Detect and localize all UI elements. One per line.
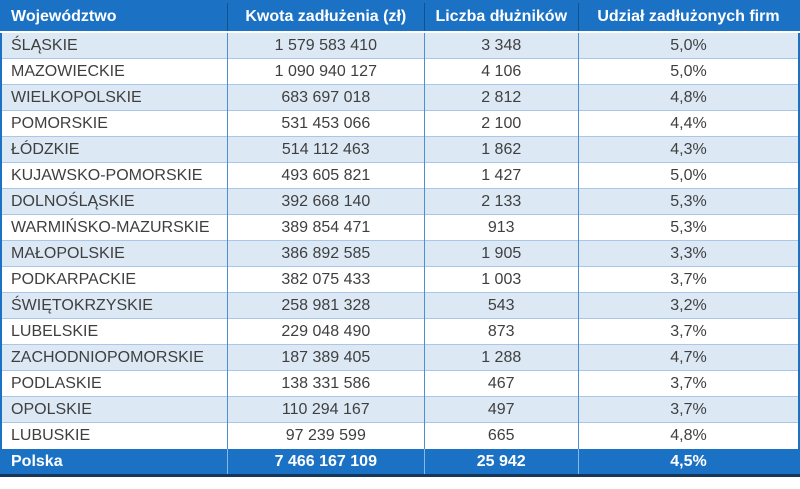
value-cell: 386 892 585 [227, 240, 425, 267]
value-cell: 2 812 [423, 84, 579, 111]
table-row: WIELKOPOLSKIE 683 697 018 2 812 4,8% [1, 84, 799, 111]
table-row: ŚLĄSKIE 1 579 583 410 3 348 5,0% [1, 32, 799, 59]
value-cell: 3,7% [577, 266, 799, 293]
region-name-cell: ŁÓDZKIE [1, 136, 228, 163]
value-cell: 873 [423, 318, 579, 345]
value-cell: 4 106 [423, 58, 579, 85]
value-cell: 3,7% [577, 318, 799, 345]
value-cell: 187 389 405 [227, 344, 425, 371]
table-row: PODLASKIE 138 331 586 467 3,7% [1, 370, 799, 397]
value-cell: 467 [423, 370, 579, 397]
value-cell: 3,7% [577, 396, 799, 423]
value-cell: 493 605 821 [227, 162, 425, 189]
column-header-2: Kwota zadłużenia (zł) [227, 1, 425, 33]
table-row: PODKARPACKIE 382 075 433 1 003 3,7% [1, 266, 799, 293]
region-name-cell: ŚWIĘTOKRZYSKIE [1, 292, 228, 319]
value-cell: 1 905 [423, 240, 579, 267]
value-cell: 531 453 066 [227, 110, 425, 137]
value-cell: 1 579 583 410 [227, 32, 425, 59]
value-cell: 514 112 463 [227, 136, 425, 163]
total-value-cell: 25 942 [423, 448, 579, 476]
value-cell: 110 294 167 [227, 396, 425, 423]
table-row: MAŁOPOLSKIE 386 892 585 1 905 3,3% [1, 240, 799, 267]
value-cell: 3,3% [577, 240, 799, 267]
value-cell: 389 854 471 [227, 214, 425, 241]
value-cell: 1 090 940 127 [227, 58, 425, 85]
region-name-cell: OPOLSKIE [1, 396, 228, 423]
region-name-cell: POMORSKIE [1, 110, 228, 137]
value-cell: 665 [423, 422, 579, 449]
table-row: WARMIŃSKO-MAZURSKIE 389 854 471 913 5,3% [1, 214, 799, 241]
table-header: Województwo Kwota zadłużenia (zł) Liczba d… [1, 1, 799, 33]
region-name-cell: WIELKOPOLSKIE [1, 84, 228, 111]
value-cell: 1 862 [423, 136, 579, 163]
value-cell: 392 668 140 [227, 188, 425, 215]
region-name-cell: PODLASKIE [1, 370, 228, 397]
value-cell: 3,7% [577, 370, 799, 397]
table-footer: Polska 7 466 167 109 25 942 4,5% [1, 448, 799, 476]
value-cell: 497 [423, 396, 579, 423]
total-row: Polska 7 466 167 109 25 942 4,5% [1, 448, 799, 476]
region-name-cell: DOLNOŚLĄSKIE [1, 188, 228, 215]
region-name-cell: PODKARPACKIE [1, 266, 228, 293]
region-name-cell: ŚLĄSKIE [1, 32, 228, 59]
value-cell: 4,8% [577, 84, 799, 111]
total-label-cell: Polska [1, 448, 228, 476]
value-cell: 4,7% [577, 344, 799, 371]
value-cell: 2 100 [423, 110, 579, 137]
region-name-cell: LUBUSKIE [1, 422, 228, 449]
value-cell: 913 [423, 214, 579, 241]
value-cell: 229 048 490 [227, 318, 425, 345]
region-name-cell: WARMIŃSKO-MAZURSKIE [1, 214, 228, 241]
total-value-cell: 4,5% [577, 448, 799, 476]
region-name-cell: ZACHODNIOPOMORSKIE [1, 344, 228, 371]
region-name-cell: KUJAWSKO-POMORSKIE [1, 162, 228, 189]
table-row: DOLNOŚLĄSKIE 392 668 140 2 133 5,3% [1, 188, 799, 215]
table-row: POMORSKIE 531 453 066 2 100 4,4% [1, 110, 799, 137]
column-header-1: Województwo [1, 1, 228, 33]
region-name-cell: LUBELSKIE [1, 318, 228, 345]
table-row: ZACHODNIOPOMORSKIE 187 389 405 1 288 4,7% [1, 344, 799, 371]
table-row: LUBUSKIE 97 239 599 665 4,8% [1, 422, 799, 449]
value-cell: 2 133 [423, 188, 579, 215]
value-cell: 5,3% [577, 214, 799, 241]
column-header-3: Liczba dłużników [423, 1, 579, 33]
table-body: ŚLĄSKIE 1 579 583 410 3 348 5,0% MAZOWIECKIE… [1, 32, 799, 449]
table-row: MAZOWIECKIE 1 090 940 127 4 106 5,0% [1, 58, 799, 85]
value-cell: 382 075 433 [227, 266, 425, 293]
value-cell: 4,4% [577, 110, 799, 137]
value-cell: 683 697 018 [227, 84, 425, 111]
total-value-cell: 7 466 167 109 [227, 448, 425, 476]
value-cell: 138 331 586 [227, 370, 425, 397]
value-cell: 258 981 328 [227, 292, 425, 319]
value-cell: 1 288 [423, 344, 579, 371]
debt-by-voivodeship-table-container: Województwo Kwota zadłużenia (zł) Liczba d… [0, 0, 800, 477]
value-cell: 5,0% [577, 58, 799, 85]
table-row: OPOLSKIE 110 294 167 497 3,7% [1, 396, 799, 423]
value-cell: 5,0% [577, 162, 799, 189]
value-cell: 543 [423, 292, 579, 319]
column-header-4: Udział zadłużonych firm [577, 1, 799, 33]
value-cell: 3,2% [577, 292, 799, 319]
debt-by-voivodeship-table: Województwo Kwota zadłużenia (zł) Liczba d… [0, 0, 800, 477]
value-cell: 97 239 599 [227, 422, 425, 449]
region-name-cell: MAZOWIECKIE [1, 58, 228, 85]
value-cell: 5,0% [577, 32, 799, 59]
value-cell: 3 348 [423, 32, 579, 59]
region-name-cell: MAŁOPOLSKIE [1, 240, 228, 267]
table-row: KUJAWSKO-POMORSKIE 493 605 821 1 427 5,0% [1, 162, 799, 189]
value-cell: 1 003 [423, 266, 579, 293]
header-row: Województwo Kwota zadłużenia (zł) Liczba d… [1, 1, 799, 33]
value-cell: 1 427 [423, 162, 579, 189]
table-row: ŚWIĘTOKRZYSKIE 258 981 328 543 3,2% [1, 292, 799, 319]
table-row: ŁÓDZKIE 514 112 463 1 862 4,3% [1, 136, 799, 163]
value-cell: 4,3% [577, 136, 799, 163]
table-row: LUBELSKIE 229 048 490 873 3,7% [1, 318, 799, 345]
value-cell: 5,3% [577, 188, 799, 215]
value-cell: 4,8% [577, 422, 799, 449]
